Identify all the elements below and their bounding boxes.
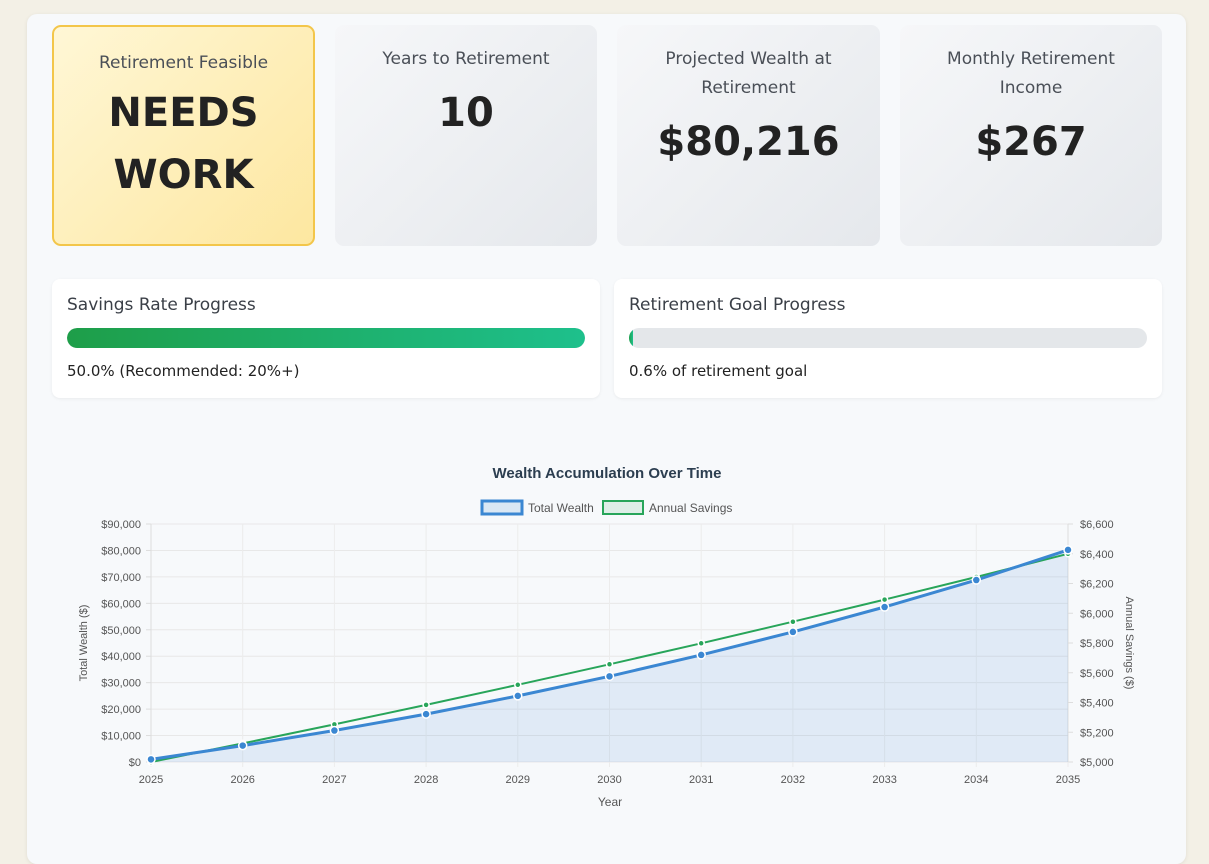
x-tick-label: 2031 <box>689 774 713 786</box>
y-tick-label-right: $5,400 <box>1080 698 1114 710</box>
card-label: Monthly Retirement Income <box>947 49 1115 98</box>
total-wealth-point <box>879 602 890 612</box>
y-tick-label-right: $5,800 <box>1080 638 1114 650</box>
total-wealth-point <box>1063 545 1073 555</box>
x-tick-label: 2029 <box>506 774 530 786</box>
x-tick-label: 2032 <box>781 774 805 786</box>
y-tick-label-left: $30,000 <box>101 678 141 690</box>
total-wealth-point <box>513 691 523 701</box>
monthly-income-card: Monthly Retirement Income $267 <box>900 25 1162 246</box>
y-tick-label-left: $40,000 <box>101 651 141 663</box>
x-tick-label: 2030 <box>597 774 621 786</box>
total-wealth-point <box>329 725 340 736</box>
goal-progress-fill <box>629 328 633 348</box>
y-tick-label-right: $5,000 <box>1080 757 1114 769</box>
y-axis-title-left: Total Wealth ($) <box>78 605 90 682</box>
total-wealth-point <box>788 627 798 637</box>
x-tick-label: 2028 <box>414 774 438 786</box>
annual-savings-point <box>605 660 614 669</box>
y-tick-label-right: $6,400 <box>1080 549 1114 561</box>
annual-savings-point <box>697 639 705 648</box>
x-tick-label: 2025 <box>139 774 163 786</box>
chart-title: Wealth Accumulation Over Time <box>493 465 722 482</box>
x-axis-title: Year <box>598 795 622 809</box>
years-to-retirement-card: Years to Retirement 10 <box>335 25 597 246</box>
y-tick-label-left: $60,000 <box>101 598 141 610</box>
y-tick-label-left: $0 <box>129 757 141 769</box>
projected-wealth-card: Projected Wealth at Retirement $80,216 <box>617 25 880 246</box>
total-wealth-point <box>421 709 431 719</box>
total-wealth-point <box>971 575 982 585</box>
card-value: $267 <box>975 119 1087 165</box>
x-tick-label: 2026 <box>230 774 254 786</box>
y-tick-label-right: $6,200 <box>1080 579 1114 591</box>
total-wealth-area <box>151 549 1068 762</box>
savings-rate-progress-card: Savings Rate Progress 50.0% (Recommended… <box>52 279 600 398</box>
y-tick-label-left: $90,000 <box>101 519 141 531</box>
progress-note: 0.6% of retirement goal <box>629 362 808 380</box>
savings-progress-bar <box>67 328 585 348</box>
card-value: 10 <box>438 90 494 136</box>
y-tick-label-left: $10,000 <box>101 731 141 743</box>
annual-savings-point <box>880 595 889 604</box>
x-tick-label: 2035 <box>1056 774 1080 786</box>
annual-savings-point <box>422 701 430 709</box>
x-tick-label: 2027 <box>322 774 346 786</box>
total-wealth-point <box>237 740 248 751</box>
card-value: $80,216 <box>657 119 840 165</box>
y-tick-label-left: $80,000 <box>101 545 141 557</box>
savings-progress-fill <box>67 328 585 348</box>
retirement-feasible-card: Retirement Feasible NEEDS WORK <box>52 25 315 246</box>
progress-title: Retirement Goal Progress <box>629 295 846 315</box>
y-tick-label-right: $5,600 <box>1080 668 1114 680</box>
total-wealth-point <box>604 671 615 682</box>
legend-label-total-wealth: Total Wealth <box>528 501 594 515</box>
y-tick-label-left: $20,000 <box>101 704 141 716</box>
y-axis-title-right: Annual Savings ($) <box>1123 597 1135 690</box>
legend-swatch-annual-savings <box>602 500 644 515</box>
y-tick-label-right: $6,600 <box>1080 519 1114 531</box>
y-tick-label-left: $70,000 <box>101 572 141 584</box>
card-label: Retirement Feasible <box>98 53 269 73</box>
progress-title: Savings Rate Progress <box>67 295 256 315</box>
total-wealth-point <box>696 650 706 660</box>
progress-note: 50.0% (Recommended: 20%+) <box>67 362 300 380</box>
legend-label-annual-savings: Annual Savings <box>649 501 732 515</box>
card-label: Projected Wealth at Retirement <box>665 49 832 98</box>
goal-progress-bar <box>629 328 1147 348</box>
retirement-goal-progress-card: Retirement Goal Progress 0.6% of retirem… <box>614 279 1162 398</box>
card-label: Years to Retirement <box>382 49 550 69</box>
y-tick-label-right: $5,200 <box>1080 727 1114 739</box>
y-tick-label-left: $50,000 <box>101 625 141 637</box>
x-tick-label: 2034 <box>964 774 988 786</box>
legend-swatch-total-wealth <box>480 499 524 516</box>
total-wealth-point <box>146 754 156 765</box>
annual-savings-point <box>514 681 522 689</box>
card-value: NEEDS WORK <box>108 90 259 198</box>
annual-savings-point <box>789 617 797 626</box>
x-tick-label: 2033 <box>872 774 896 786</box>
y-tick-label-right: $6,000 <box>1080 608 1114 620</box>
